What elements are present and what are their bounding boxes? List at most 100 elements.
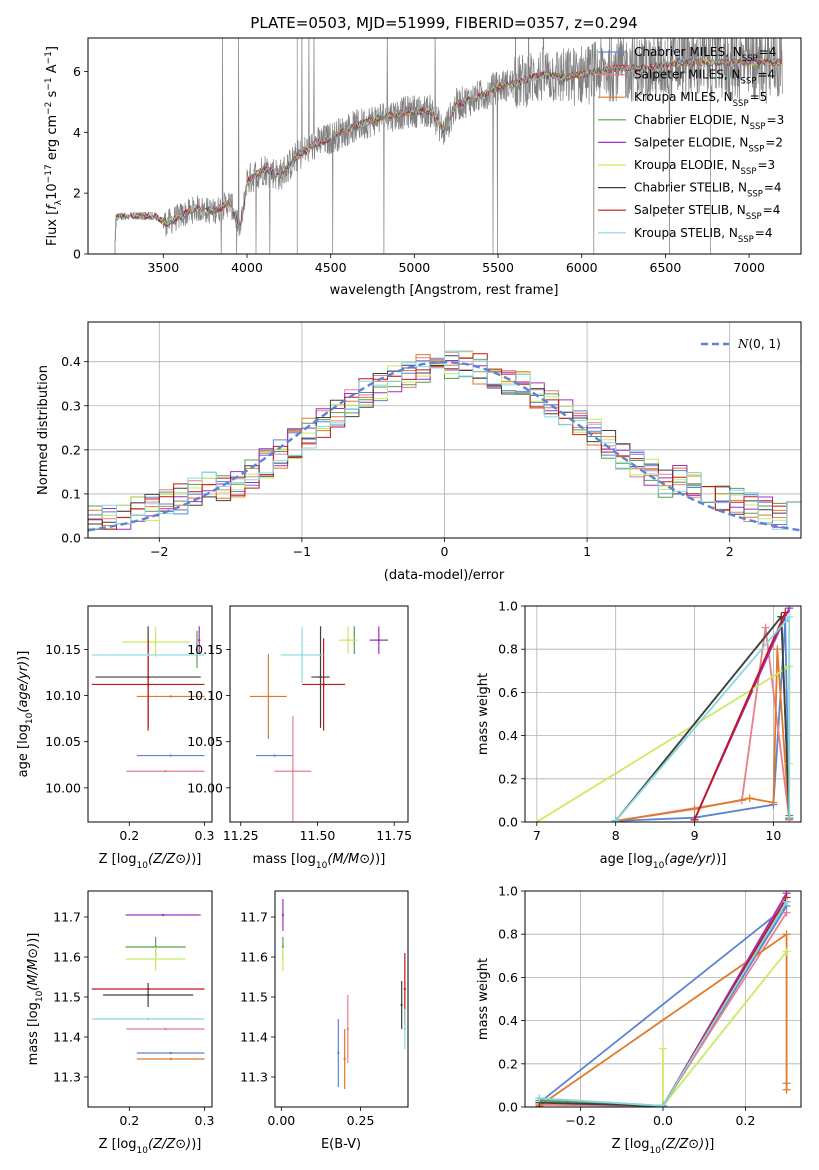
- legend-sub: SSP: [733, 99, 749, 109]
- legend-sub: SSP: [741, 167, 757, 177]
- label-part: 10: [25, 712, 35, 724]
- y-tick-label: 0.4: [61, 354, 81, 369]
- y-tick-label: 0.6: [498, 685, 518, 700]
- legend-label: Salpeter STELIB, NSSP=4: [634, 203, 780, 222]
- label-part: A: [45, 64, 60, 77]
- model-spectrum-line: [114, 57, 782, 254]
- y-tick-label: 11.3: [240, 1070, 268, 1085]
- label-part: 10: [650, 1146, 662, 1156]
- legend-value: =4: [759, 45, 777, 59]
- label-part: s: [45, 90, 60, 101]
- y-tick-label: 0.4: [498, 1013, 518, 1028]
- x-tick-label: 5500: [482, 260, 514, 275]
- label-part: −1: [44, 51, 54, 64]
- x-tick-label: 2: [726, 544, 734, 559]
- normal-reference-curve: [88, 360, 801, 532]
- data-point: [403, 987, 407, 991]
- label-part: age [log: [16, 724, 31, 777]
- y-tick-label: 10.00: [45, 780, 81, 795]
- y-tick-label: 11.5: [240, 990, 268, 1005]
- legend-label: Salpeter ELODIE, NSSP=2: [634, 135, 783, 154]
- y-tick-label: 0.2: [61, 442, 81, 457]
- y-axis-label: mass weight: [476, 673, 491, 755]
- legend-sub: SSP: [746, 212, 762, 222]
- legend-value: =5: [750, 90, 768, 104]
- data-point: [343, 1057, 346, 1061]
- label-part: 10: [35, 990, 45, 1002]
- legend-label: Kroupa MILES, NSSP=5: [634, 90, 767, 109]
- x-tick-label: 0.2: [119, 1113, 139, 1128]
- label-part: (age/yr): [664, 852, 716, 867]
- axes-age_vs_mass: 11.25 11.50 11.75 10.00 10.05 10.10 10.15: [187, 605, 412, 843]
- axes-frame: [274, 890, 409, 1108]
- model-spectrum-line: [114, 57, 782, 254]
- label-part: )]: [191, 852, 201, 867]
- plot-area: [249, 626, 389, 822]
- y-axis-label: mass [log10(M/M⊙))]: [26, 933, 45, 1066]
- data-point: [146, 987, 150, 991]
- data-point: [346, 1027, 350, 1031]
- label-part: Z [log: [612, 1137, 650, 1152]
- x-tick-label: −1: [293, 544, 311, 559]
- data-point: [281, 913, 285, 917]
- data-point: [291, 770, 295, 773]
- label-part: 10: [45, 183, 60, 200]
- data-point: [346, 638, 350, 642]
- label-part: (Z/Z⊙): [661, 1137, 704, 1152]
- y-axis-label: Normed distribution: [36, 365, 51, 495]
- data-point: [169, 695, 172, 698]
- data-point: [146, 993, 150, 997]
- x-tick-label: 1: [583, 544, 591, 559]
- data-point: [169, 1051, 172, 1055]
- y-tick-label: 10.15: [45, 642, 81, 657]
- model-spectrum-line: [114, 57, 782, 254]
- y-tick-label: 0.1: [61, 486, 81, 501]
- x-axis-label: E(B-V): [321, 1137, 361, 1152]
- model-spectrum-line: [114, 57, 782, 254]
- data-point: [164, 770, 167, 773]
- axes-age_vs_Z: 0.2 0.3 10.00 10.05 10.10 10.15: [45, 605, 214, 843]
- legend-text: Salpeter STELIB, N: [634, 203, 746, 217]
- x-tick-label: 9: [691, 828, 699, 843]
- y-tick-label: 0.6: [498, 970, 518, 985]
- legend-sub: SSP: [738, 235, 754, 245]
- plot-area: [88, 350, 801, 532]
- x-tick-label: −0.2: [565, 1113, 595, 1128]
- x-tick-label: 0: [441, 544, 449, 559]
- label-part: (M/M⊙): [26, 943, 41, 991]
- legend-sub: SSP: [747, 190, 763, 200]
- legend-text: Chabrier STELIB, N: [634, 181, 747, 195]
- data-point: [154, 640, 157, 644]
- label-part: ]: [45, 46, 60, 51]
- mass-weight-line: [615, 648, 791, 822]
- label-part: (Z/Z⊙): [148, 1137, 191, 1152]
- x-tick-label: 11.25: [223, 828, 259, 843]
- data-point: [169, 1057, 172, 1061]
- data-point: [273, 754, 276, 757]
- x-tick-label: 6000: [566, 260, 598, 275]
- legend-text: Chabrier MILES, N: [634, 45, 742, 59]
- mass-weight-line: [615, 615, 791, 822]
- x-tick-label: 0.0: [653, 1113, 673, 1128]
- y-tick-label: 11.6: [240, 950, 268, 965]
- label-part: )]: [704, 1137, 714, 1152]
- axes-frame: [87, 605, 213, 823]
- axes-massweight_vs_age: 7 8 9 10 0.0 0.2 0.4 0.6 0.8 1.0: [498, 599, 802, 843]
- y-tick-label: 6: [73, 64, 81, 79]
- y-tick-label: 0.4: [498, 728, 518, 743]
- x-tick-label: 4000: [231, 260, 263, 275]
- y-tick-label: 0.2: [498, 1056, 518, 1071]
- x-tick-label: 10: [765, 828, 781, 843]
- data-point: [377, 638, 381, 642]
- legend-label: Chabrier MILES, NSSP=4: [634, 45, 776, 64]
- model-spectrum-line: [114, 57, 782, 254]
- mass-weight-line: [662, 950, 788, 1107]
- legend-value: =4: [757, 68, 775, 82]
- label-part: 10: [137, 1146, 149, 1156]
- legend-value: =4: [764, 181, 782, 195]
- data-point: [164, 1027, 167, 1031]
- label-part: 10: [137, 861, 149, 871]
- y-tick-label: 4: [73, 125, 81, 140]
- label-part: mass [log: [26, 1002, 41, 1065]
